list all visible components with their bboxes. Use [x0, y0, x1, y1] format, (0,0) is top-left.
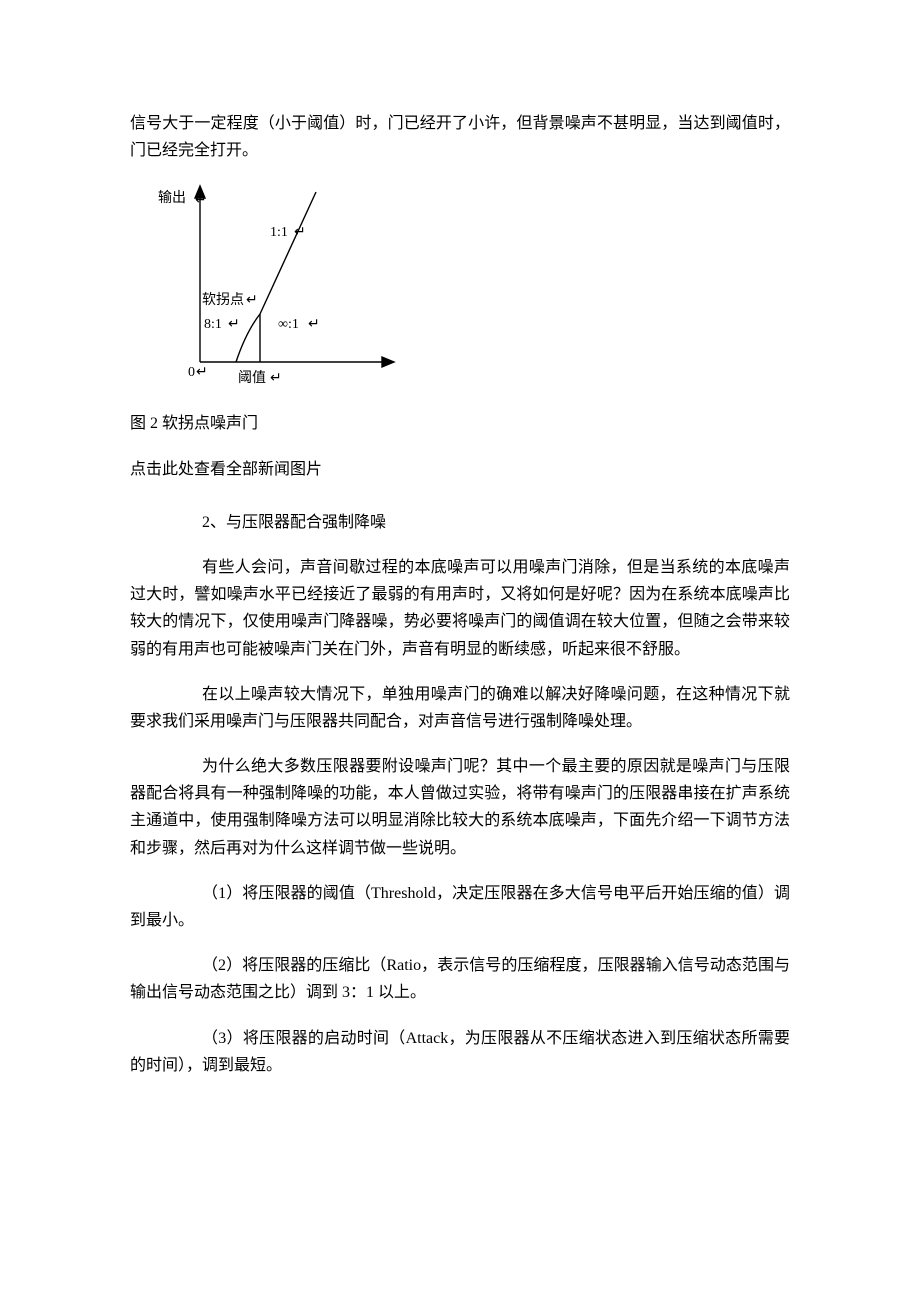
- section-2-para-1: 有些人会问，声音间歇过程的本底噪声可以用噪声门消除，但是当系统的本底噪声过大时，…: [130, 554, 790, 663]
- figure-caption: 图 2 软拐点噪声门: [130, 410, 790, 437]
- soft-knee-diagram: 输出 ↵ 0 ↵ 阈值 ↵ 1:1 ↵ 软拐点 ↵ 8:1 ↵ ∞:1 ↵: [140, 182, 400, 392]
- axis-y-label: 输出: [158, 190, 186, 206]
- svg-text:↵: ↵: [270, 371, 282, 386]
- soft-knee-label: 软拐点: [202, 292, 244, 308]
- figure-2: 输出 ↵ 0 ↵ 阈值 ↵ 1:1 ↵ 软拐点 ↵ 8:1 ↵ ∞:1 ↵: [130, 182, 790, 392]
- svg-text:↵: ↵: [196, 365, 208, 380]
- step-2: （2）将压限器的压缩比（Ratio，表示信号的压缩程度，压限器输入信号动态范围与…: [130, 952, 790, 1006]
- step-3: （3）将压限器的启动时间（Attack，为压限器从不压缩状态进入到压缩状态所需要…: [130, 1025, 790, 1079]
- section-2-para-3: 为什么绝大多数压限器要附设噪声门呢？其中一个最主要的原因就是噪声门与压限器配合将…: [130, 753, 790, 862]
- intro-paragraph: 信号大于一定程度（小于阈值）时，门已经开了小许，但背景噪声不甚明显，当达到阈值时…: [130, 110, 790, 164]
- axis-x-label: 阈值: [238, 370, 266, 386]
- svg-text:↵: ↵: [308, 317, 320, 332]
- svg-text:↵: ↵: [246, 293, 258, 308]
- section-2-title: 2、与压限器配合强制降噪: [130, 509, 790, 536]
- svg-text:↵: ↵: [294, 225, 306, 240]
- section-2-para-2: 在以上噪声较大情况下，单独用噪声门的确难以解决好降噪问题，在这种情况下就要求我们…: [130, 681, 790, 735]
- svg-text:↵: ↵: [228, 317, 240, 332]
- document-page: 信号大于一定程度（小于阈值）时，门已经开了小许，但背景噪声不甚明显，当达到阈值时…: [0, 0, 920, 1177]
- view-all-images-link[interactable]: 点击此处查看全部新闻图片: [130, 456, 790, 483]
- ratio-1-1: 1:1: [270, 225, 288, 240]
- step-1: （1）将压限器的阈值（Threshold，决定压限器在多大信号电平后开始压缩的值…: [130, 880, 790, 934]
- ratio-inf-1: ∞:1: [278, 317, 299, 332]
- origin-label: 0: [188, 365, 195, 380]
- svg-text:↵: ↵: [195, 193, 207, 208]
- ratio-8-1: 8:1: [204, 317, 222, 332]
